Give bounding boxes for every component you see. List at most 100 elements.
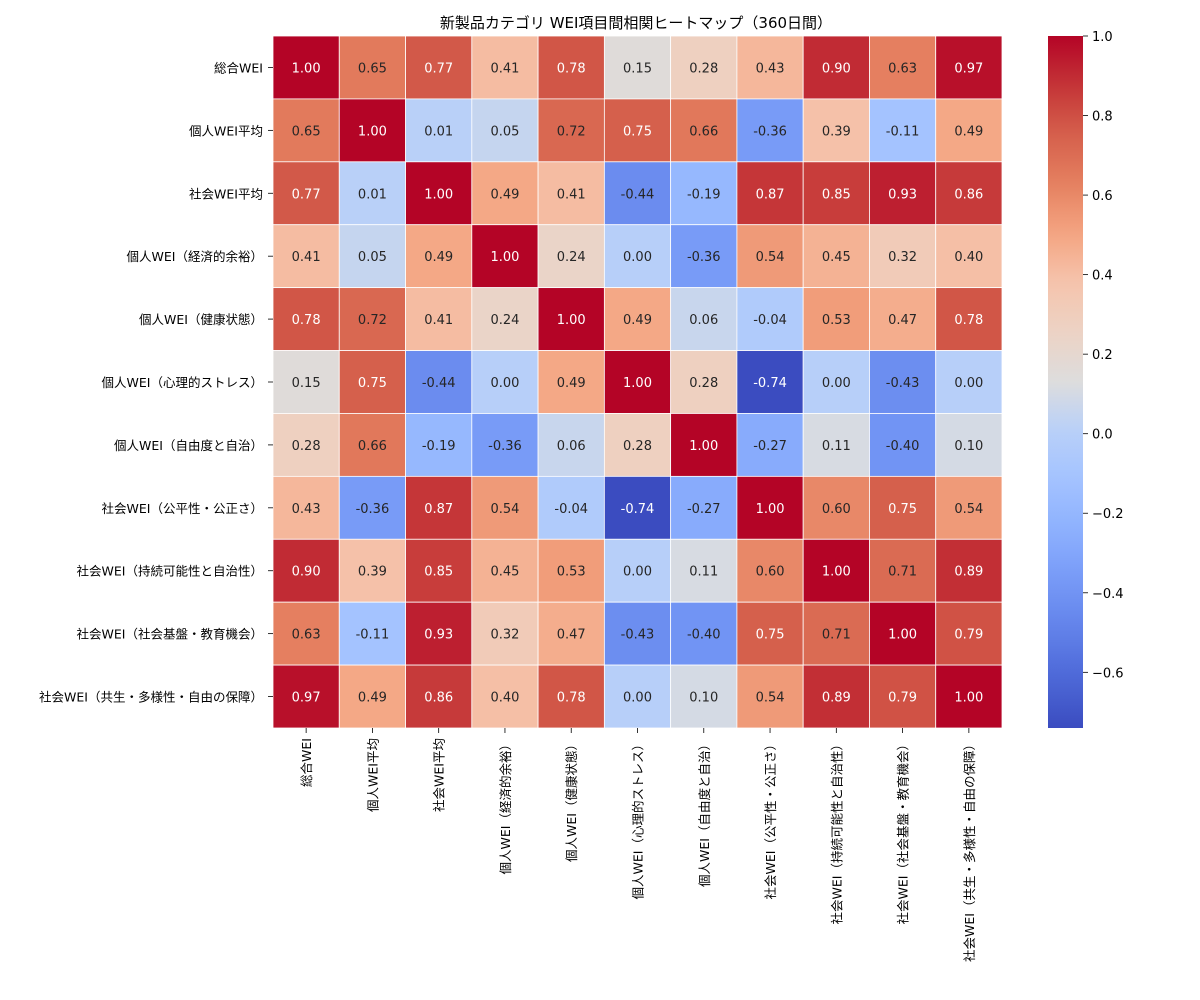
x-tick-label: 社会WEI（共生・多様性・自由の保障） xyxy=(962,738,977,962)
chart-title: 新製品カテゴリ WEI項目間相関ヒートマップ（360日間） xyxy=(440,14,832,32)
cell-value-label: 0.78 xyxy=(557,61,586,76)
x-tick-label: 個人WEI（健康状態） xyxy=(564,738,579,862)
cell-value-label: 0.15 xyxy=(292,376,321,391)
x-tick-label: 社会WEI（公平性・公正さ） xyxy=(763,738,778,899)
colorbar: 1.0 0.8 0.6 0.4 0.2 0.0 −0.2 −0.4 −0.6 xyxy=(1048,30,1124,728)
cell-value-label: 0.49 xyxy=(623,313,652,328)
y-tick-label: 個人WEI平均 xyxy=(189,123,263,138)
cell-value-label: 0.79 xyxy=(888,691,917,706)
heatmap-cell xyxy=(272,98,340,163)
heatmap-cell xyxy=(338,224,406,289)
y-tick-label: 個人WEI（自由度と自治） xyxy=(114,438,263,453)
heatmap-cell xyxy=(272,538,340,603)
cell-value-label: 0.11 xyxy=(689,565,718,580)
heatmap-cell xyxy=(603,664,672,729)
heatmap-cell xyxy=(537,475,605,540)
cell-value-label: 0.86 xyxy=(424,691,453,706)
colorbar-gradient xyxy=(1048,36,1083,728)
cell-value-label: 1.00 xyxy=(623,376,652,391)
cell-value-label: 0.41 xyxy=(424,313,453,328)
cell-value-label: -0.19 xyxy=(422,439,456,454)
y-tick-label: 社会WEI（持続可能性と自治性） xyxy=(77,564,263,579)
cell-value-label: 0.65 xyxy=(292,124,321,139)
cell-value-label: 0.28 xyxy=(689,376,718,391)
cell-value-label: 0.24 xyxy=(490,313,519,328)
cell-value-label: -0.36 xyxy=(488,439,522,454)
cell-value-label: -0.27 xyxy=(687,502,721,517)
cell-value-label: 0.06 xyxy=(689,313,718,328)
cell-value-label: 0.71 xyxy=(888,565,917,580)
heatmap-cell xyxy=(537,601,605,666)
cell-value-label: 1.00 xyxy=(557,313,586,328)
heatmap-value-labels: 1.00 0.65 0.77 0.41 0.78 0.15 0.28 0.43 0.90 0.63… xyxy=(292,61,984,705)
heatmap-cell xyxy=(272,475,340,540)
colorbar-tick-label: 0.8 xyxy=(1092,110,1113,125)
heatmap-cell xyxy=(670,161,738,226)
heatmap-cell xyxy=(537,35,605,100)
cell-value-label: 0.87 xyxy=(424,502,453,517)
heatmap-cell xyxy=(603,35,672,100)
heatmap-cell xyxy=(471,35,539,100)
heatmap-cell xyxy=(603,98,672,163)
heatmap-cell xyxy=(736,538,804,603)
cell-value-label: 0.78 xyxy=(557,691,586,706)
heatmap-cell xyxy=(405,224,473,289)
heatmap-cell xyxy=(471,601,539,666)
heatmap-cell xyxy=(802,538,870,603)
cell-value-label: 0.45 xyxy=(490,565,519,580)
cell-value-label: 0.47 xyxy=(557,628,586,643)
heatmap-cell xyxy=(405,538,473,603)
cell-value-label: -0.40 xyxy=(886,439,920,454)
cell-value-label: 0.72 xyxy=(358,313,387,328)
cell-value-label: 0.71 xyxy=(822,628,851,643)
heatmap-cell xyxy=(603,224,672,289)
cell-value-label: 1.00 xyxy=(490,250,519,265)
cell-value-label: 1.00 xyxy=(358,124,387,139)
cell-value-label: 0.06 xyxy=(557,439,586,454)
cell-value-label: -0.40 xyxy=(687,628,721,643)
cell-value-label: 0.00 xyxy=(623,691,652,706)
y-tick-label: 個人WEI（経済的余裕） xyxy=(127,249,263,264)
heatmap-cell xyxy=(537,161,605,226)
cell-value-label: 0.85 xyxy=(822,187,851,202)
cell-value-label: 0.78 xyxy=(954,313,983,328)
colorbar-tick-label: 0.0 xyxy=(1092,428,1113,443)
heatmap-cell xyxy=(736,413,804,477)
heatmap-cell xyxy=(869,664,937,729)
heatmap-cell xyxy=(670,224,738,289)
y-tick-label: 総合WEI xyxy=(214,60,263,75)
cell-value-label: 0.54 xyxy=(756,250,785,265)
cell-value-label: 0.05 xyxy=(358,250,387,265)
heatmap-cell xyxy=(272,601,340,666)
cell-value-label: 0.15 xyxy=(623,61,652,76)
cell-value-label: 1.00 xyxy=(689,439,718,454)
heatmap-cell xyxy=(272,287,340,351)
heatmap-cell xyxy=(802,224,870,289)
cell-value-label: 0.89 xyxy=(822,691,851,706)
colorbar-tick-label: 0.6 xyxy=(1092,189,1113,204)
heatmap-cell xyxy=(935,664,1003,729)
heatmap-cell xyxy=(338,287,406,351)
cell-value-label: -0.04 xyxy=(753,313,787,328)
cell-value-label: 0.65 xyxy=(358,61,387,76)
cell-value-label: 0.63 xyxy=(292,628,321,643)
cell-value-label: 0.60 xyxy=(756,565,785,580)
cell-value-label: -0.43 xyxy=(886,376,920,391)
heatmap-cell xyxy=(802,161,870,226)
cell-value-label: 0.32 xyxy=(888,250,917,265)
heatmap-cell xyxy=(935,538,1003,603)
cell-value-label: 1.00 xyxy=(292,61,321,76)
heatmap-cell xyxy=(405,161,473,226)
cell-value-label: 0.86 xyxy=(954,187,983,202)
heatmap-cell xyxy=(272,664,340,729)
cell-value-label: 0.97 xyxy=(292,691,321,706)
heatmap-cell xyxy=(869,98,937,163)
cell-value-label: 0.63 xyxy=(888,61,917,76)
cell-value-label: -0.11 xyxy=(356,628,390,643)
heatmap-cell xyxy=(405,601,473,666)
cell-value-label: 0.00 xyxy=(822,376,851,391)
y-tick-label: 個人WEI（健康状態） xyxy=(139,312,263,327)
heatmap-cell xyxy=(603,287,672,351)
heatmap-cell xyxy=(802,287,870,351)
cell-value-label: 0.28 xyxy=(623,439,652,454)
